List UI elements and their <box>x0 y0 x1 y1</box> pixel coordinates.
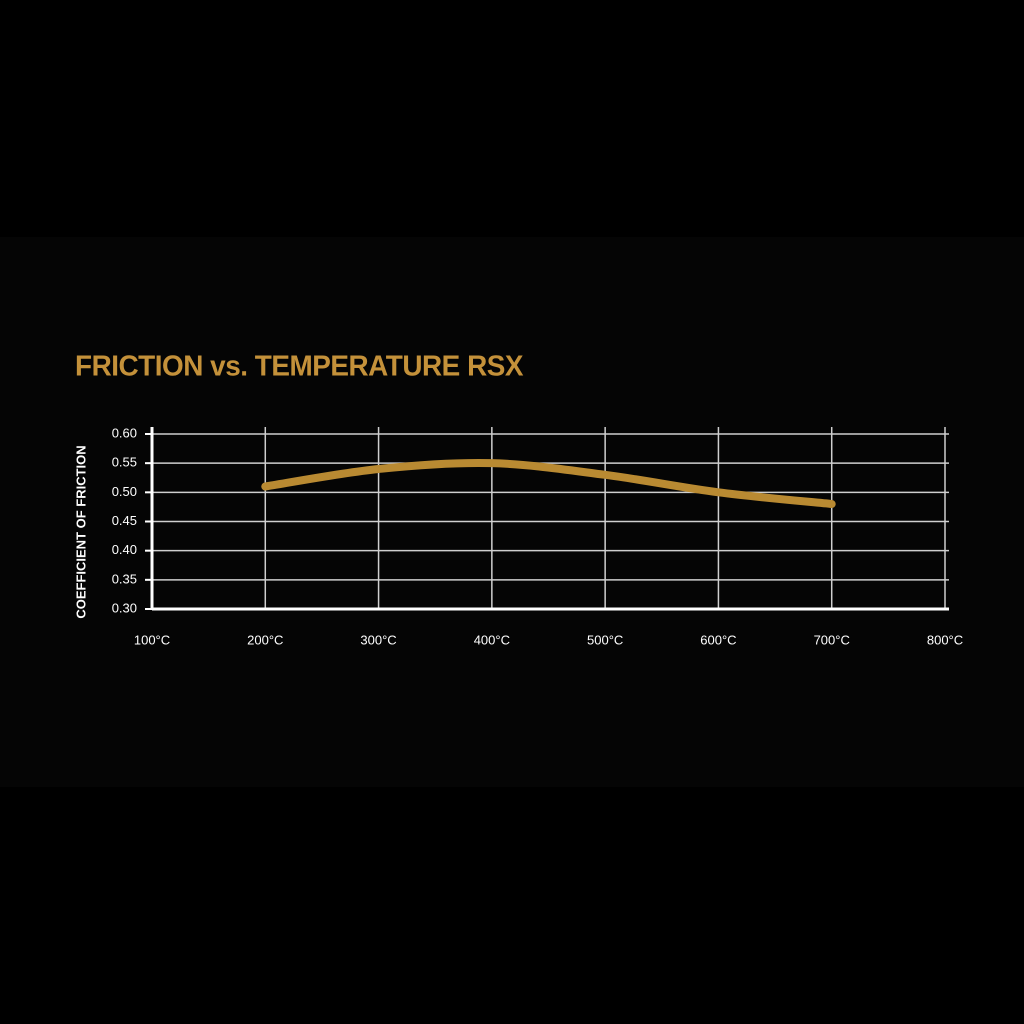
x-tick-label: 700°C <box>814 632 850 647</box>
y-tick-label: 0.50 <box>112 484 137 499</box>
y-tick-label: 0.30 <box>112 600 137 615</box>
y-tick-label: 0.45 <box>112 513 137 528</box>
y-tick-label: 0.35 <box>112 571 137 586</box>
panel <box>0 237 1024 787</box>
data-line <box>261 458 836 508</box>
x-tick-label: 200°C <box>247 632 283 647</box>
x-tick-label: 300°C <box>360 632 396 647</box>
x-tick-label: 800°C <box>927 632 963 647</box>
chart-title: FRICTION vs. TEMPERATURE RSX <box>75 351 524 383</box>
y-tick-label: 0.55 <box>112 455 137 470</box>
y-tick-label: 0.60 <box>112 425 137 440</box>
y-axis-label: COEFFICIENT OF FRICTION <box>73 445 88 618</box>
y-tick-label: 0.40 <box>112 542 137 557</box>
x-tick-label: 400°C <box>474 632 510 647</box>
x-tick-label: 600°C <box>700 632 736 647</box>
x-tick-label: 500°C <box>587 632 623 647</box>
x-tick-label: 100°C <box>134 632 170 647</box>
